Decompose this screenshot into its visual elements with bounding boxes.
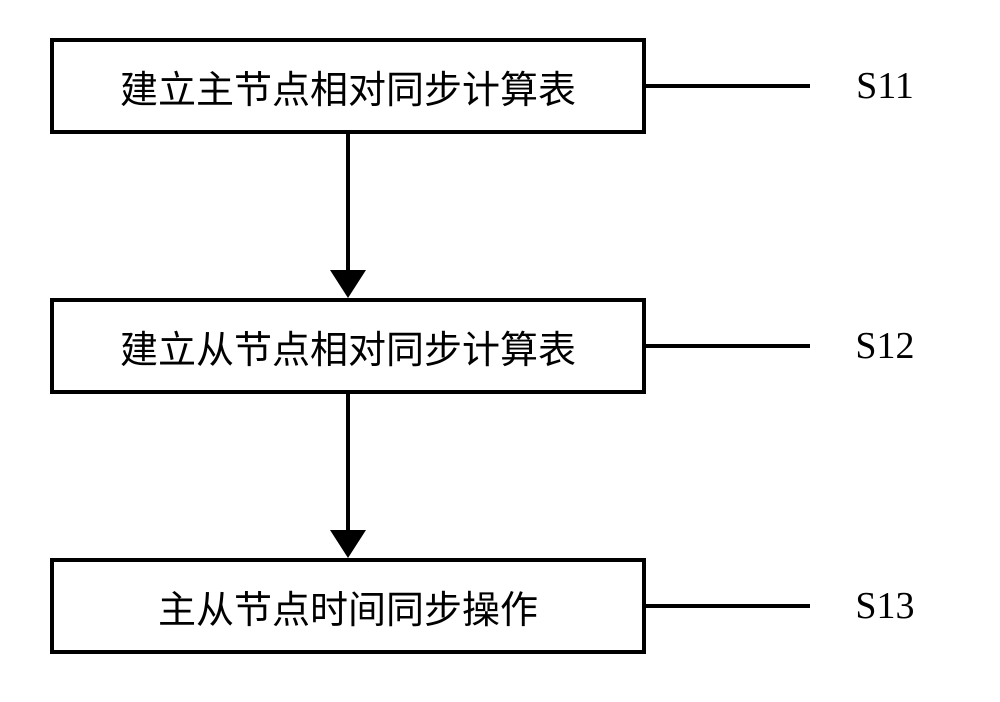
step-label-text-s12: S12 <box>855 324 914 368</box>
arrow-s11-to-s12 <box>328 134 368 298</box>
arrow-s12-to-s13 <box>328 394 368 558</box>
flowchart-canvas: 建立主节点相对同步计算表 S11 建立从节点相对同步计算表 S12 主从节点时间… <box>0 0 1000 702</box>
step-box-s11: 建立主节点相对同步计算表 <box>50 38 646 134</box>
step-label-text-s11: S11 <box>856 64 914 108</box>
step-label-s13: S13 <box>830 578 940 634</box>
label-connector-s13 <box>646 604 810 608</box>
label-connector-s11 <box>646 84 810 88</box>
step-text-s11: 建立主节点相对同步计算表 <box>120 59 576 114</box>
step-box-s12: 建立从节点相对同步计算表 <box>50 298 646 394</box>
step-text-s13: 主从节点时间同步操作 <box>158 579 538 634</box>
label-connector-s12 <box>646 344 810 348</box>
step-label-text-s13: S13 <box>855 584 914 628</box>
step-text-s12: 建立从节点相对同步计算表 <box>120 319 576 374</box>
step-label-s12: S12 <box>830 318 940 374</box>
step-box-s13: 主从节点时间同步操作 <box>50 558 646 654</box>
step-label-s11: S11 <box>830 58 940 114</box>
